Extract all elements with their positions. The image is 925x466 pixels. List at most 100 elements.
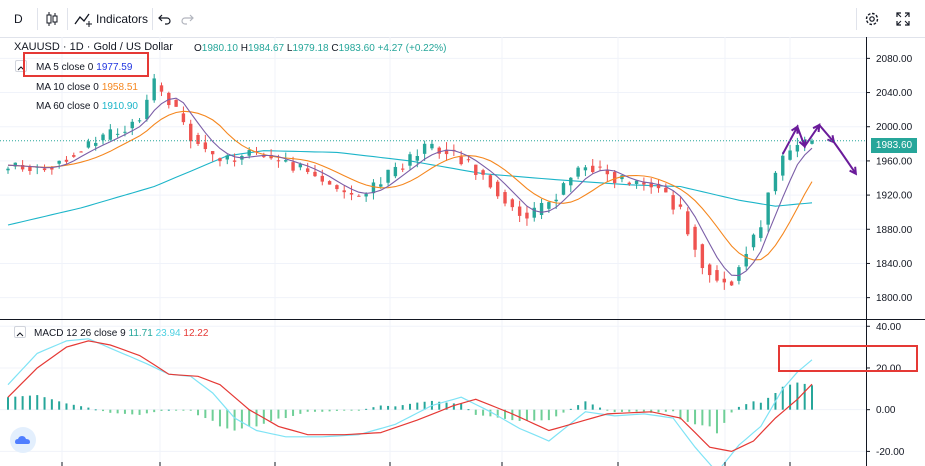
last-price-label: 1983.60 [871, 138, 917, 153]
candle-body [773, 172, 778, 192]
settings-button[interactable] [864, 8, 882, 30]
fullscreen-icon [896, 12, 910, 26]
macd-histogram-bar [628, 409, 631, 412]
candle-body [123, 131, 127, 133]
macd-histogram-bar [94, 409, 97, 411]
candle-body [28, 166, 32, 171]
legend-ma10[interactable]: MA 10 close 0 1958.51 [36, 82, 138, 93]
undo-icon [158, 14, 171, 25]
candle-body [64, 159, 69, 162]
candle-body [430, 143, 434, 149]
candle-body [737, 267, 741, 281]
macd-histogram-bar [423, 401, 426, 410]
macd-histogram-bar [58, 401, 61, 410]
open-label: O [194, 43, 202, 54]
macd-histogram-bar [379, 405, 382, 410]
macd-histogram-bar [145, 409, 148, 414]
macd-histogram-bar [584, 401, 587, 410]
candle-body [656, 183, 661, 189]
macd-histogram-bar [240, 409, 243, 429]
undo-button[interactable] [158, 8, 174, 30]
macd-value-2: 23.94 [155, 328, 181, 339]
candle-body [422, 143, 427, 154]
candle-body [569, 177, 573, 186]
candle-body [342, 190, 346, 193]
redo-icon [181, 14, 194, 25]
candle-body [715, 270, 719, 281]
annotation-box-macd-level [778, 345, 918, 372]
macd-histogram-bar [642, 409, 645, 412]
top-toolbar: D Indicators [0, 0, 925, 38]
candle-body [262, 156, 266, 158]
candle-body [218, 158, 222, 162]
macd-histogram-bar [357, 409, 360, 411]
macd-label: MACD 12 26 close 9 [34, 328, 126, 339]
candle-body [671, 195, 675, 210]
macd-value-3: 12.22 [183, 328, 209, 339]
candle-body [108, 129, 113, 140]
ma60-value: 1910.90 [101, 101, 138, 112]
candle-body [627, 182, 631, 185]
legend-macd[interactable]: MACD 12 26 close 9 11.71 23.94 12.22 [34, 328, 208, 339]
fullscreen-button[interactable] [896, 8, 914, 30]
macd-histogram-bar [525, 409, 528, 421]
macd-histogram-bar [467, 409, 470, 411]
legend-ma5[interactable]: MA 5 close 0 1977.59 [36, 62, 132, 73]
macd-histogram-bar [686, 409, 689, 422]
candle-body [181, 113, 186, 123]
macd-histogram-bar [482, 409, 485, 416]
candle-body [795, 144, 800, 152]
open-value: 1980.10 [201, 43, 238, 54]
macd-histogram-bar [284, 409, 287, 419]
candle-body [327, 181, 332, 185]
indicators-button[interactable]: Indicators [74, 8, 148, 30]
candle-body [547, 202, 551, 209]
candle-body [510, 199, 515, 208]
macd-histogram-bar [306, 409, 309, 412]
macd-histogram-bar [116, 409, 119, 414]
candle-body [605, 169, 610, 175]
macd-histogram-bar [182, 409, 185, 411]
toolbar-divider [856, 8, 857, 30]
candle-body [364, 194, 368, 197]
macd-histogram-bar [518, 409, 521, 421]
legend-ma60[interactable]: MA 60 close 0 1910.90 [36, 101, 138, 112]
macd-histogram-bar [540, 409, 543, 421]
macd-collapse-button[interactable] [14, 326, 26, 338]
candle-body [335, 185, 339, 190]
candle-body [159, 85, 164, 92]
macd-histogram-bar [387, 405, 390, 410]
macd-tick-label: 40.00 [876, 322, 901, 333]
candle-body [349, 192, 354, 195]
macd-histogram-bar [197, 409, 200, 416]
candle-body [291, 162, 295, 171]
candle-body [72, 155, 76, 157]
candle-body [408, 154, 412, 166]
macd-histogram-bar [723, 409, 726, 423]
chart-area[interactable]: 2080.00 2040.00 2000.00 1960.00 1920.00 1880.… [0, 37, 925, 466]
candle-body [284, 160, 288, 162]
macd-histogram-bar [401, 405, 404, 410]
candle-style-button[interactable] [44, 8, 62, 30]
candle-body [766, 192, 770, 225]
macd-histogram-bar [438, 401, 441, 410]
candle-body [474, 164, 478, 175]
candle-body [145, 99, 149, 120]
macd-histogram-bar [460, 403, 463, 410]
macd-histogram-bar [496, 409, 499, 418]
interval-button[interactable]: D [14, 8, 32, 30]
tradingview-logo[interactable] [10, 427, 36, 453]
macd-histogram-bar [752, 401, 755, 410]
candle-body [196, 134, 200, 144]
macd-histogram-bar [504, 409, 507, 419]
macd-histogram-bar [715, 409, 718, 434]
macd-histogram-bar [672, 409, 675, 412]
macd-histogram-bar [153, 409, 156, 413]
candle-body [393, 166, 398, 177]
low-label: L [286, 43, 293, 54]
high-value: 1984.67 [247, 43, 285, 54]
macd-histogram-bar [613, 409, 616, 413]
toolbar-divider [152, 8, 153, 30]
redo-button[interactable] [180, 8, 196, 30]
macd-histogram-bar [292, 409, 295, 416]
